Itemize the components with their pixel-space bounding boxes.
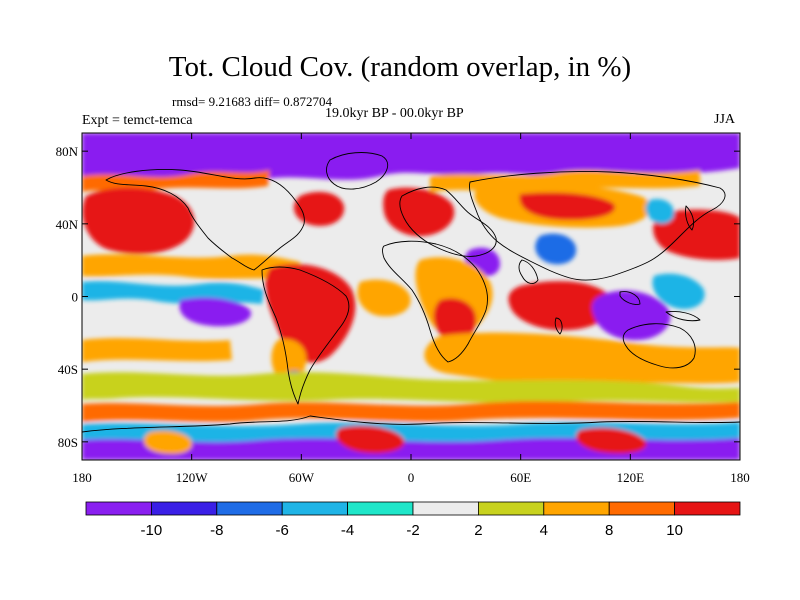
colorbar-label: 8 [605, 522, 613, 539]
map-title: Tot. Cloud Cov. (random overlap, in %) [168, 51, 632, 83]
field-region [508, 281, 614, 331]
field-region [143, 430, 192, 454]
colorbar-label: -4 [341, 522, 354, 539]
y-tick-label: 0 [72, 290, 79, 305]
colorbar-label: 4 [540, 522, 548, 539]
field-region [652, 273, 705, 310]
y-tick-label: 80N [56, 144, 79, 159]
colorbar-swatch [85, 501, 152, 516]
coast-africa [382, 240, 488, 363]
colorbar-swatch [674, 501, 741, 516]
field-region [82, 438, 740, 460]
coast-south-america [261, 266, 350, 405]
field-region [519, 192, 615, 220]
y-axis: 80N 40N 0 40S 80S [56, 144, 740, 450]
colorbar-swatch [281, 501, 349, 516]
field-region [82, 133, 740, 183]
coastlines [82, 152, 740, 433]
coast-borneo [619, 291, 641, 305]
colorbar-label: 10 [666, 522, 683, 539]
colorbar-swatch [543, 501, 610, 516]
colorbar-swatch [412, 501, 479, 516]
field-region [265, 264, 356, 363]
field-region [424, 332, 740, 386]
field-region [82, 254, 300, 280]
season-label: JJA [714, 112, 736, 127]
time-period-label: 19.0kyr BP - 00.0kyr BP [325, 106, 464, 121]
field-region [383, 187, 455, 237]
coast-north-america [105, 169, 305, 271]
field-region [293, 191, 345, 226]
x-axis: 180 120W 60W 0 60E 120E 180 [72, 133, 750, 485]
field-region [82, 170, 270, 192]
x-tick-label: 180 [72, 470, 92, 485]
field-region [592, 290, 671, 341]
field-region [82, 281, 264, 304]
field-region [82, 372, 740, 403]
x-tick-label: 120W [176, 470, 209, 485]
coast-antarctica [82, 415, 740, 433]
colorbar-label: 2 [474, 522, 482, 539]
coast-india [518, 259, 539, 284]
colorbar-label: -6 [276, 522, 289, 539]
x-tick-label: 0 [408, 470, 415, 485]
colorbar-swatch [608, 501, 676, 516]
field-region [535, 233, 577, 265]
field-region [179, 297, 252, 327]
colorbar-swatch [150, 501, 218, 516]
colorbar-label: -8 [210, 522, 223, 539]
x-tick-label: 120E [617, 470, 645, 485]
coast-australia [622, 323, 696, 369]
colorbar-label: -10 [141, 522, 163, 539]
rmsd-diff-stats: rmsd= 9.21683 diff= 0.872704 [172, 94, 332, 109]
field-region [576, 427, 647, 454]
colorbar-swatch [477, 501, 545, 516]
field-region [357, 279, 411, 317]
y-tick-label: 80S [58, 435, 78, 450]
colorbar-swatch [216, 501, 283, 516]
experiment-label: Expt = temct-temca [82, 113, 193, 128]
colorbar: -10 -8 -6 -4 -2 2 4 8 10 [85, 501, 741, 539]
colorbar-label: -2 [406, 522, 419, 539]
field-region [82, 187, 195, 255]
field-region [653, 209, 740, 260]
y-tick-label: 40S [58, 362, 78, 377]
field-region [336, 425, 405, 454]
coast-japan [685, 205, 695, 231]
coast-europe [399, 186, 497, 257]
field-region [82, 401, 740, 422]
coast-asia [469, 171, 726, 281]
y-tick-label: 40N [56, 217, 79, 232]
coast-madagascar [554, 317, 563, 335]
x-tick-label: 60W [289, 470, 315, 485]
field-region [645, 198, 675, 224]
coast-new-guinea [665, 311, 701, 322]
field-region [82, 338, 232, 362]
x-tick-label: 180 [730, 470, 750, 485]
colorbar-swatch [347, 501, 414, 516]
field-region [433, 298, 477, 342]
x-tick-label: 60E [510, 470, 531, 485]
coast-greenland [326, 152, 389, 190]
field-layer [82, 133, 740, 460]
